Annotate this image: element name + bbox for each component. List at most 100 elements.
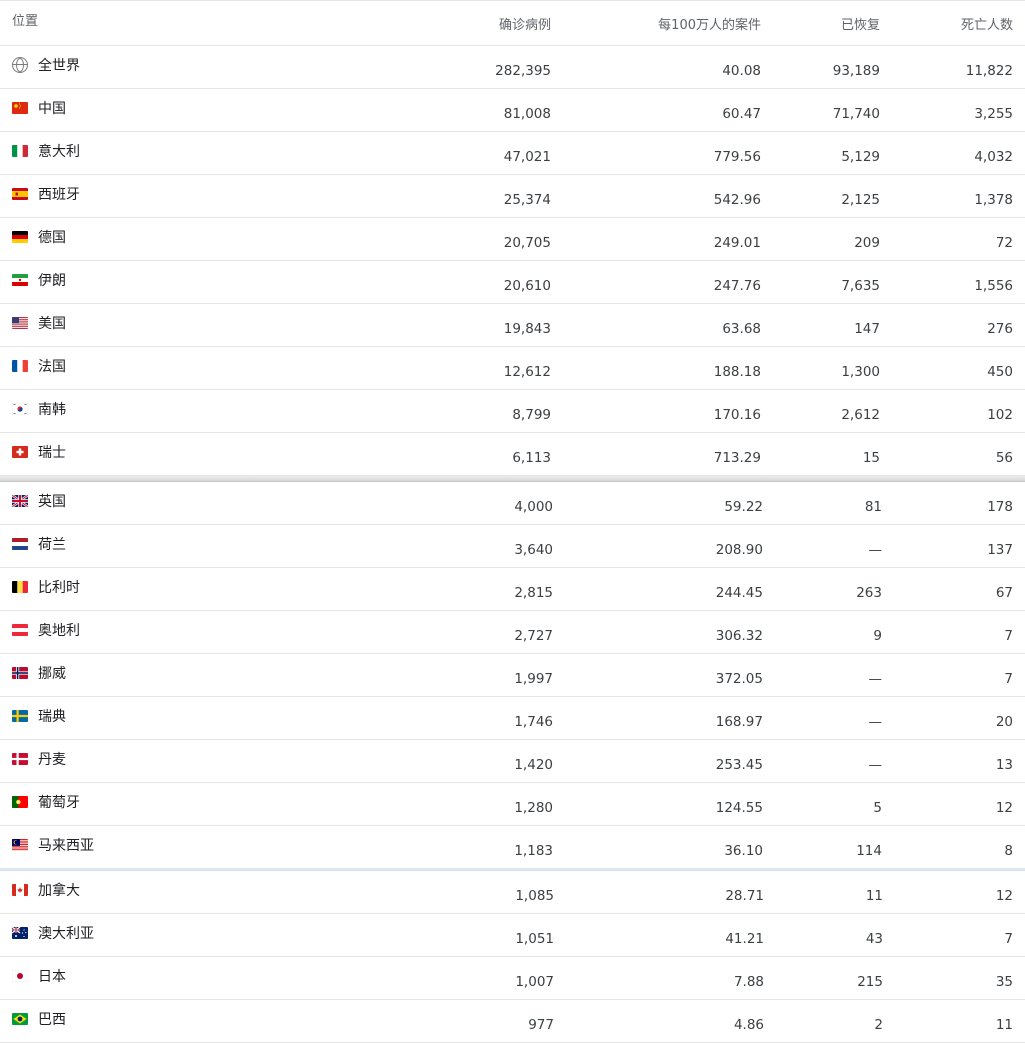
table-row[interactable]: 意大利 47,021 779.56 5,129 4,032 [0, 132, 1025, 175]
confirmed-cell: 3,640 [514, 542, 553, 558]
per-million-cell: 372.05 [715, 671, 763, 687]
location-cell: 德国 [12, 227, 66, 247]
deaths-cell: 4,032 [974, 149, 1013, 165]
header-location[interactable]: 位置 [12, 14, 39, 29]
location-name: 日本 [38, 969, 66, 985]
table-row[interactable]: 西班牙 25,374 542.96 2,125 1,378 [0, 175, 1025, 218]
recovered-cell: — [868, 542, 883, 558]
recovered-cell: 43 [865, 931, 883, 947]
location-cell: 意大利 [12, 141, 80, 161]
flag-uk-icon [12, 495, 28, 507]
table-row[interactable]: 加拿大 1,085 28.71 11 12 [0, 871, 1025, 914]
deaths-cell: 137 [987, 542, 1013, 558]
deaths-cell: 11,822 [965, 63, 1013, 79]
per-million-cell: 36.10 [724, 843, 763, 859]
deaths-cell: 178 [987, 499, 1013, 515]
per-million-cell: 208.90 [715, 542, 763, 558]
flag-brazil-icon [12, 1013, 28, 1025]
confirmed-cell: 20,705 [503, 235, 551, 251]
deaths-cell: 3,255 [974, 106, 1013, 122]
table-row[interactable]: 日本 1,007 7.88 215 35 [0, 957, 1025, 1000]
per-million-cell: 306.32 [715, 628, 763, 644]
per-million-cell: 7.88 [733, 974, 764, 990]
confirmed-cell: 47,021 [503, 149, 551, 165]
table-row[interactable]: 中国 81,008 60.47 71,740 3,255 [0, 89, 1025, 132]
table-row[interactable]: 英国 4,000 59.22 81 178 [0, 482, 1025, 525]
flag-usa-icon [12, 317, 28, 329]
header-deaths[interactable]: 死亡人数 [960, 18, 1013, 33]
location-cell: 日本 [12, 966, 66, 986]
location-cell: 丹麦 [12, 749, 66, 769]
recovered-cell: 15 [862, 450, 880, 466]
confirmed-cell: 1,007 [515, 974, 554, 990]
flag-austria-icon [12, 624, 28, 636]
recovered-cell: — [868, 757, 883, 773]
confirmed-cell: 8,799 [512, 407, 551, 423]
confirmed-cell: 282,395 [495, 63, 551, 79]
location-name: 中国 [38, 101, 66, 117]
table-header: 位置 确诊病例 每100万人的案件 已恢复 死亡人数 [0, 0, 1025, 46]
location-cell: 马来西亚 [12, 835, 94, 855]
per-million-cell: 249.01 [713, 235, 761, 251]
confirmed-cell: 1,051 [515, 931, 554, 947]
table-row[interactable]: 比利时 2,815 244.45 263 67 [0, 568, 1025, 611]
per-million-cell: 168.97 [715, 714, 763, 730]
table-row[interactable]: 巴西 977 4.86 2 11 [0, 1000, 1025, 1043]
location-name: 丹麦 [38, 752, 66, 768]
recovered-cell: 11 [865, 888, 883, 904]
per-million-cell: 124.55 [715, 800, 763, 816]
table-row[interactable]: 德国 20,705 249.01 209 72 [0, 218, 1025, 261]
location-cell: 荷兰 [12, 534, 66, 554]
table-row[interactable]: 奥地利 2,727 306.32 9 7 [0, 611, 1025, 654]
deaths-cell: 67 [995, 585, 1013, 601]
deaths-cell: 1,378 [974, 192, 1013, 208]
header-recovered[interactable]: 已恢复 [840, 18, 880, 33]
deaths-cell: 1,556 [974, 278, 1013, 294]
confirmed-cell: 6,113 [512, 450, 551, 466]
table-row[interactable]: 挪威 1,997 372.05 — 7 [0, 654, 1025, 697]
recovered-cell: 147 [854, 321, 880, 337]
location-name: 挪威 [38, 666, 66, 682]
per-million-cell: 28.71 [725, 888, 764, 904]
flag-france-icon [12, 360, 28, 372]
location-cell: 西班牙 [12, 184, 80, 204]
table-row[interactable]: 葡萄牙 1,280 124.55 5 12 [0, 783, 1025, 826]
header-per-million[interactable]: 每100万人的案件 [658, 18, 761, 33]
location-cell: 全世界 [12, 55, 80, 75]
location-name: 美国 [38, 316, 66, 332]
table-row[interactable]: 伊朗 20,610 247.76 7,635 1,556 [0, 261, 1025, 304]
table-row[interactable]: 美国 19,843 63.68 147 276 [0, 304, 1025, 347]
table-row[interactable]: 瑞士 6,113 713.29 15 56 [0, 433, 1025, 476]
globe-icon [12, 57, 28, 73]
deaths-cell: 276 [987, 321, 1013, 337]
header-confirmed[interactable]: 确诊病例 [498, 18, 551, 33]
table-row[interactable]: 马来西亚 1,183 36.10 114 8 [0, 826, 1025, 869]
location-name: 葡萄牙 [38, 795, 80, 811]
flag-spain-icon [12, 188, 28, 200]
table-row[interactable]: 澳大利亚 1,051 41.21 43 7 [0, 914, 1025, 957]
table-row[interactable]: 丹麦 1,420 253.45 — 13 [0, 740, 1025, 783]
confirmed-cell: 25,374 [503, 192, 551, 208]
location-name: 澳大利亚 [38, 926, 94, 942]
recovered-cell: 5 [873, 800, 882, 816]
table-row[interactable]: 南韩 8,799 170.16 2,612 102 [0, 390, 1025, 433]
recovered-cell: 81 [864, 499, 882, 515]
deaths-cell: 12 [995, 888, 1013, 904]
recovered-cell: 93,189 [832, 63, 880, 79]
table-row[interactable]: 瑞典 1,746 168.97 — 20 [0, 697, 1025, 740]
location-cell: 比利时 [12, 577, 80, 597]
recovered-cell: — [868, 714, 883, 730]
table-row[interactable]: 荷兰 3,640 208.90 — 137 [0, 525, 1025, 568]
flag-malaysia-icon [12, 839, 28, 851]
recovered-cell: 263 [856, 585, 882, 601]
flag-denmark-icon [12, 753, 28, 765]
per-million-cell: 244.45 [715, 585, 763, 601]
table-row[interactable]: 全世界 282,395 40.08 93,189 11,822 [0, 46, 1025, 89]
location-name: 马来西亚 [38, 838, 94, 854]
table-row[interactable]: 法国 12,612 188.18 1,300 450 [0, 347, 1025, 390]
flag-canada-icon [12, 884, 28, 896]
confirmed-cell: 2,815 [514, 585, 553, 601]
location-cell: 南韩 [12, 399, 66, 419]
per-million-cell: 170.16 [713, 407, 761, 423]
